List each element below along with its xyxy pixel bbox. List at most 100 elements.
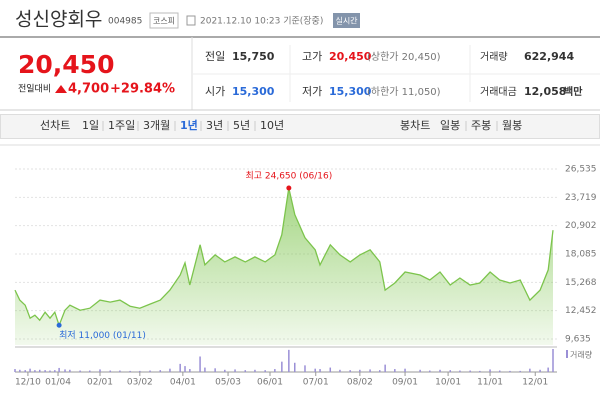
x-tick-label: 12/10	[15, 378, 41, 388]
x-tick-label: 03/02	[127, 378, 153, 388]
volume-bar	[54, 370, 56, 372]
volume-bar	[489, 369, 491, 372]
volume-legend-swatch	[566, 350, 568, 358]
datetime: 2021.12.10 10:23 기준(장중)	[200, 16, 323, 27]
price-area	[15, 188, 553, 345]
x-tick-label: 10/01	[435, 378, 461, 388]
volume-bar	[439, 369, 441, 372]
x-tick-label: 11/01	[477, 378, 503, 388]
x-tick-label: 07/01	[303, 378, 329, 388]
summary-value: 622,944	[524, 50, 574, 63]
volume-bar	[384, 364, 386, 372]
volume-bar	[58, 367, 60, 372]
change: 4,700	[68, 82, 109, 97]
volume-bar	[64, 369, 66, 372]
change-label: 전일대비	[18, 84, 51, 95]
volume-bar	[224, 369, 226, 372]
tab-bar	[0, 114, 600, 139]
x-tick-label: 09/01	[392, 378, 418, 388]
volume-bar	[479, 370, 481, 372]
volume-bar	[459, 370, 461, 372]
candle-tab[interactable]: 주봉	[471, 119, 491, 132]
volume-bar	[314, 368, 316, 372]
volume-bar	[529, 368, 531, 372]
low-marker	[56, 322, 62, 328]
candle-tab[interactable]: 일봉	[440, 118, 460, 132]
summary-value: 12,058	[524, 85, 566, 98]
summary-label: 고가	[302, 50, 322, 63]
market: 코스피	[153, 17, 175, 26]
price: 20,450	[18, 50, 114, 79]
volume-bar	[349, 370, 351, 372]
volume-bar	[469, 370, 471, 372]
volume-bar	[129, 370, 131, 372]
summary-label: 전일	[205, 49, 225, 63]
volume-bar	[379, 370, 381, 372]
summary-value: 15,750	[232, 50, 275, 63]
summary-value: 15,300	[329, 85, 372, 98]
volume-bar	[214, 368, 216, 372]
calendar-icon	[186, 15, 196, 26]
volume-bar	[547, 367, 549, 372]
volume-bar	[369, 369, 371, 372]
volume-bar	[304, 365, 306, 372]
volume-bar	[449, 370, 451, 372]
stock-code: 004985	[108, 17, 142, 27]
tab-group-label: 봉차트	[400, 119, 430, 132]
tabs: 선차트 1일 1주일 3개월 1년 3년 5년 10년 봉차트 일봉 주봉 월봉	[40, 118, 522, 132]
volume-bar	[99, 369, 101, 372]
volume-bar	[498, 370, 501, 372]
volume-bar	[149, 370, 151, 372]
volume-bar	[264, 370, 266, 372]
summary-note: (하한가 11,050)	[367, 85, 441, 98]
period-tab[interactable]: 3개월	[143, 119, 170, 132]
volume-bar	[429, 370, 431, 372]
volume-bar	[519, 370, 521, 372]
up-icon	[55, 85, 67, 93]
volume-bar	[38, 369, 41, 372]
volume-bar	[294, 362, 296, 372]
volume-bar	[359, 369, 361, 372]
volume-bar	[329, 367, 332, 372]
realtime-badge	[333, 13, 360, 28]
price-chart: 26,535 23,719 20,902 18,085 15,268 12,452 9,63…	[0, 144, 600, 388]
volume-bar	[204, 367, 206, 372]
candle-tab[interactable]: 월봉	[502, 119, 522, 132]
x-tick-label: 04/01	[170, 378, 196, 388]
volume-bar	[119, 370, 121, 372]
volume-bar	[109, 370, 111, 372]
x-tick-label: 12/01	[522, 378, 548, 388]
summary-unit: 백만	[564, 85, 583, 98]
volume-bar	[159, 370, 162, 372]
x-tick-label: 05/03	[215, 378, 241, 388]
summary-label: 시가	[205, 85, 225, 98]
volume-bar	[339, 369, 341, 372]
volume-bar	[44, 370, 46, 372]
annotation: 최저 11,000 (01/11)	[59, 330, 146, 341]
volume-bar	[419, 369, 421, 372]
period-tab[interactable]: 1주일	[108, 118, 135, 132]
change-rate: +29.84%	[110, 82, 175, 97]
summary-note: (상한가 20,450)	[367, 51, 441, 63]
volume-bar	[49, 370, 51, 372]
volume-bar	[234, 369, 236, 372]
period-tab[interactable]: 1일	[82, 118, 99, 132]
volume-bar	[281, 361, 283, 372]
market-badge	[149, 12, 179, 29]
x-tick-label: 01/04	[45, 378, 71, 388]
volume-bar	[169, 368, 171, 372]
period-tab[interactable]: 10년	[260, 119, 284, 132]
volume-bar	[274, 369, 276, 372]
volume-bar	[69, 369, 71, 372]
high-marker	[286, 185, 292, 191]
volume-bar	[24, 370, 26, 372]
volume-bar	[14, 369, 16, 372]
period-tab[interactable]: 5년	[233, 119, 250, 132]
period-tab[interactable]: 3년	[206, 119, 223, 132]
price-line	[14, 187, 554, 328]
tab-group-label: 선차트	[40, 119, 70, 132]
volume-bar	[179, 363, 181, 372]
period-tab[interactable]: 1년	[180, 118, 198, 132]
y-tick-label: 23,719	[565, 193, 597, 203]
